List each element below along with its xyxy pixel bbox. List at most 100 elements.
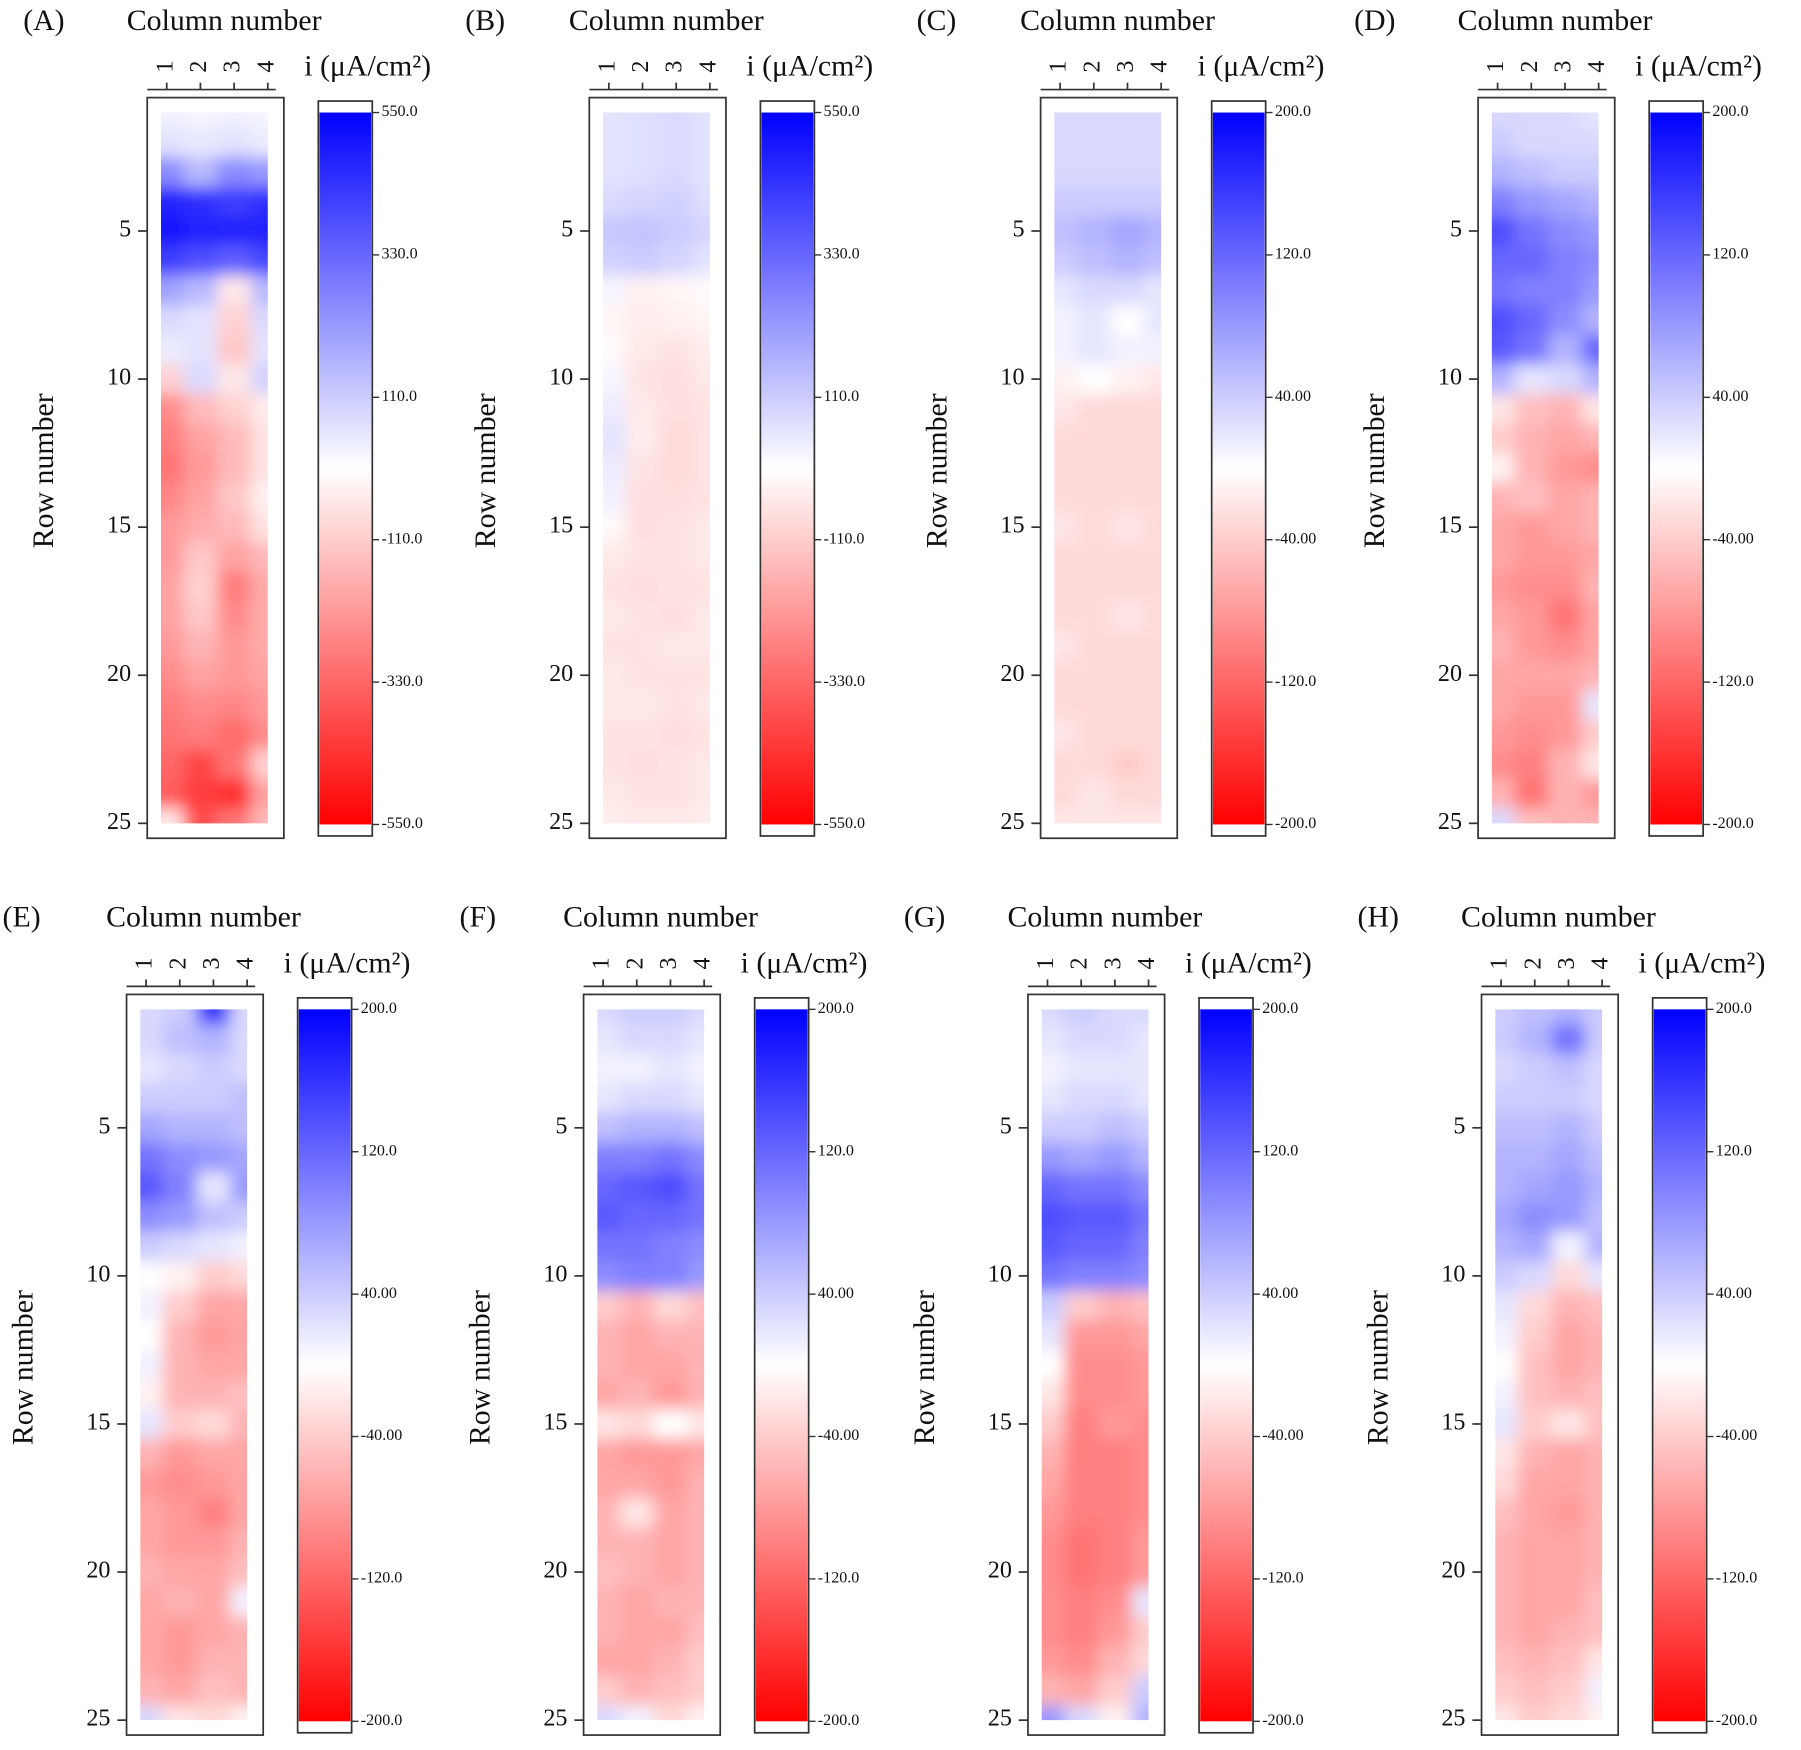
cell (162, 1675, 198, 1706)
cell (1054, 393, 1078, 425)
cell (1585, 1172, 1603, 1203)
cell (687, 1468, 705, 1499)
colorbar-tick-label: -120.0 (1716, 1570, 1758, 1587)
cell (653, 1142, 688, 1173)
x-tick-label: 2 (1079, 61, 1105, 73)
cell (230, 1172, 248, 1203)
cell (217, 275, 252, 306)
cell (162, 1349, 198, 1381)
cell (1551, 1586, 1586, 1618)
cell (687, 1616, 705, 1647)
cell (1054, 660, 1078, 691)
cell (1551, 1438, 1586, 1469)
cell (693, 808, 710, 824)
y-tick-label: 10 (107, 365, 131, 391)
cell (1517, 1349, 1553, 1381)
cell (162, 1646, 198, 1677)
cell (1581, 778, 1599, 810)
cell (1548, 778, 1583, 810)
cell (162, 1438, 198, 1469)
cell (217, 127, 252, 158)
cell (1041, 1557, 1065, 1588)
cell (619, 1498, 655, 1529)
cell (1551, 1498, 1586, 1529)
colorbar-tick-label: -200.0 (1712, 815, 1754, 832)
x-tick-label: 4 (253, 61, 279, 73)
y-tick-label: 5 (561, 217, 573, 243)
cell (1517, 1557, 1553, 1588)
cell (1551, 1261, 1586, 1292)
cell (1110, 453, 1145, 484)
heatmap (1495, 1009, 1603, 1721)
cell (1551, 1349, 1586, 1381)
cell (217, 630, 252, 662)
cell (1491, 112, 1516, 128)
cell (1585, 1083, 1603, 1114)
y-tick-label: 15 (1438, 513, 1462, 539)
cell (693, 660, 710, 691)
cell (597, 1349, 621, 1381)
cell (1495, 1201, 1519, 1233)
cell (1064, 1468, 1099, 1499)
cell (217, 601, 252, 632)
cell (250, 423, 268, 454)
y-tick-label: 20 (86, 1558, 110, 1584)
cell (1581, 275, 1599, 306)
colorbar (319, 112, 372, 825)
cell (1054, 601, 1078, 632)
cell (217, 216, 252, 247)
cell (1495, 1349, 1519, 1381)
cell (693, 245, 710, 276)
cell (183, 186, 218, 217)
cell (1110, 660, 1145, 691)
cell (1514, 393, 1549, 425)
cell (230, 1201, 248, 1233)
cell (653, 1527, 688, 1558)
cell (1517, 1231, 1553, 1262)
cell (619, 1409, 655, 1440)
cell (196, 1527, 231, 1558)
panel-label: (F) (460, 901, 496, 934)
cell (659, 186, 694, 217)
x-tick-label: 3 (656, 957, 682, 969)
cell (217, 749, 252, 780)
cell (1064, 1379, 1099, 1410)
cell (250, 334, 268, 365)
cell (1144, 601, 1162, 632)
cell (160, 127, 185, 158)
y-tick-label: 10 (86, 1261, 110, 1287)
cell (217, 186, 252, 217)
cell (619, 1586, 655, 1618)
cell (183, 630, 218, 662)
cell (162, 1024, 198, 1055)
cell (625, 660, 660, 691)
cell (1517, 1616, 1553, 1647)
cell (603, 127, 627, 158)
cell (1551, 1053, 1586, 1084)
cell (217, 690, 252, 721)
cell (1495, 1557, 1519, 1588)
cell (603, 660, 627, 691)
cell (597, 1009, 621, 1025)
cell (1495, 1409, 1519, 1440)
y-tick-label: 5 (555, 1113, 567, 1139)
colorbar-tick-label: -330.0 (381, 673, 423, 690)
colorbar-tick-label: -120.0 (1712, 673, 1754, 690)
cell (1491, 305, 1516, 336)
cell (1054, 127, 1078, 158)
colorbar-tick-label: -550.0 (381, 815, 423, 832)
cell (196, 1290, 231, 1321)
cell (1514, 601, 1549, 632)
colorbar-tick-label: -110.0 (381, 530, 422, 547)
cell (1514, 127, 1549, 158)
cell (217, 778, 252, 810)
x-tick-label: 2 (622, 957, 648, 969)
cell (1491, 334, 1516, 365)
cell (196, 1201, 231, 1233)
cell (1517, 1527, 1553, 1558)
cell (1131, 1349, 1149, 1381)
heatmap (140, 1009, 248, 1721)
cell (250, 275, 268, 306)
colorbar-title: i (μA/cm²) (1198, 50, 1325, 83)
